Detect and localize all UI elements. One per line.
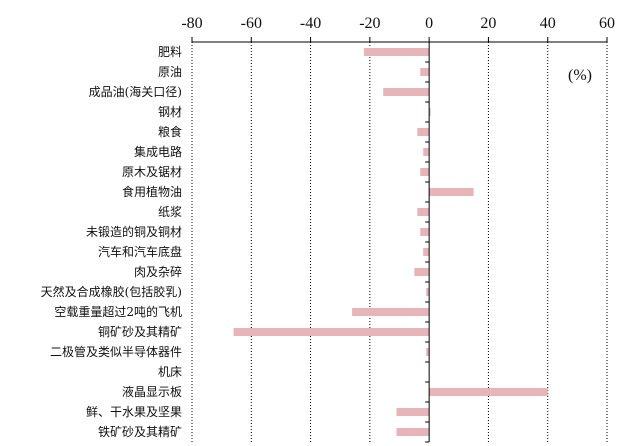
category-label: 汽车和汽车底盘 xyxy=(98,244,182,259)
unit-label: (%) xyxy=(568,67,592,84)
bar xyxy=(396,428,430,436)
category-label: 空载重量超过2吨的飞机 xyxy=(54,304,182,319)
category-label: 二极管及类似半导体器件 xyxy=(50,344,182,359)
bar xyxy=(420,228,430,236)
bar xyxy=(429,188,474,196)
bar xyxy=(420,168,430,176)
category-label: 铁矿砂及其精矿 xyxy=(98,425,182,439)
bar xyxy=(417,208,430,216)
category-label: 钢材 xyxy=(158,105,182,119)
x-axis: -80 -60 -40 -20 0 20 40 60 xyxy=(181,15,615,443)
x-tick-label: -80 xyxy=(181,15,202,32)
x-tick-label: 20 xyxy=(480,15,496,32)
category-label: 铜矿砂及其精矿 xyxy=(98,324,182,339)
bars xyxy=(233,48,548,436)
category-label: 液晶显示板 xyxy=(122,384,182,399)
bar xyxy=(429,388,548,396)
category-label: 成品油(海关口径) xyxy=(89,84,182,99)
x-tick-label: -40 xyxy=(300,15,321,32)
gridlines xyxy=(191,42,608,442)
bar xyxy=(233,328,430,336)
category-label: 天然及合成橡胶(包括胶乳) xyxy=(41,284,182,299)
category-label: 鲜、干水果及坚果 xyxy=(86,405,182,419)
category-label: 纸浆 xyxy=(158,204,182,219)
category-label: 未锻造的铜及铜材 xyxy=(86,224,182,239)
x-tick-label: 0 xyxy=(425,15,433,32)
bar xyxy=(363,48,430,56)
category-label: 集成电路 xyxy=(134,144,182,159)
bar xyxy=(352,308,430,316)
category-label: 原木及锯材 xyxy=(122,164,182,179)
category-label: 肥料 xyxy=(158,45,182,59)
bar xyxy=(429,108,431,116)
category-label: 肉及杂碎 xyxy=(134,264,182,279)
bar xyxy=(423,248,430,256)
bar xyxy=(426,348,430,356)
x-tick-label: -60 xyxy=(241,15,262,32)
bar xyxy=(417,128,430,136)
x-tick-label: -20 xyxy=(359,15,380,32)
bar xyxy=(396,408,430,416)
x-tick-label: 40 xyxy=(540,15,556,32)
bar xyxy=(426,288,430,296)
bar xyxy=(383,88,430,96)
category-label: 食用植物油 xyxy=(122,184,182,199)
bar xyxy=(414,268,430,276)
category-label: 原油 xyxy=(158,65,182,79)
bar xyxy=(423,148,430,156)
x-tick-label: 60 xyxy=(599,15,615,32)
category-label: 粮食 xyxy=(158,124,182,139)
category-label: 机床 xyxy=(158,365,182,379)
bar xyxy=(420,68,430,76)
